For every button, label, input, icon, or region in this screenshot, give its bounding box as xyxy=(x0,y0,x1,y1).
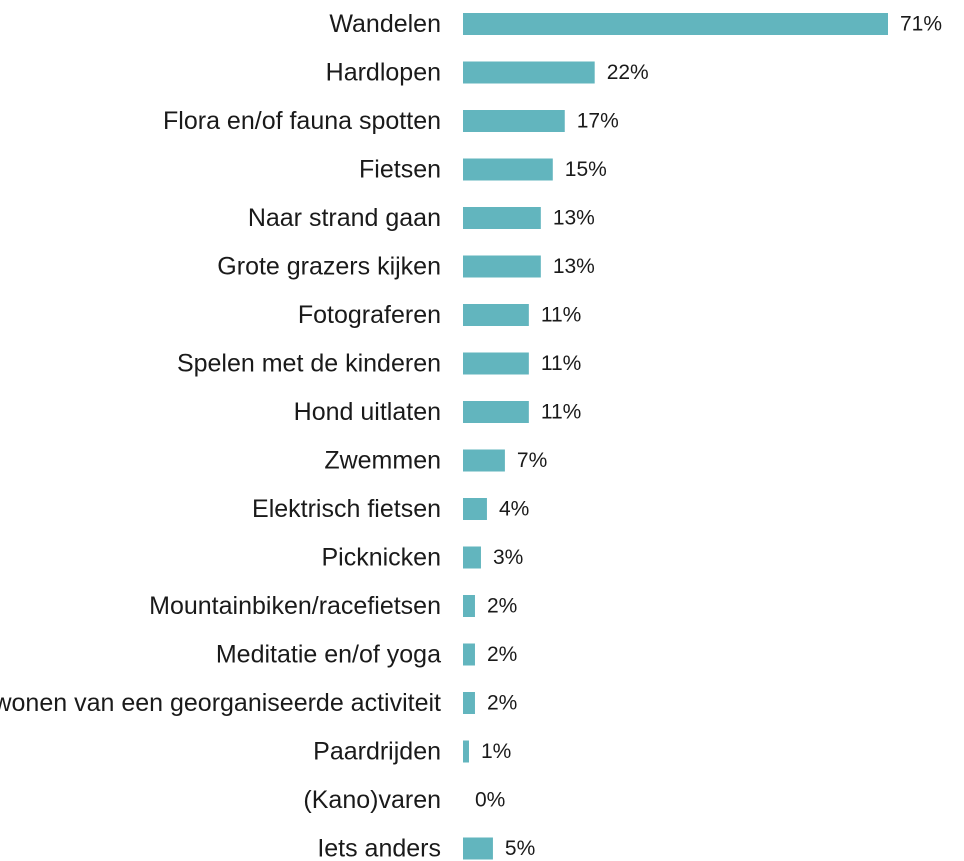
value-label-meditatie-en-of-yoga: 2% xyxy=(487,643,517,666)
category-label-naar-strand-gaan: Naar strand gaan xyxy=(248,204,441,232)
bar-iets-anders xyxy=(463,837,493,860)
value-label-elektrisch-fietsen: 4% xyxy=(499,498,529,521)
category-label-wandelen: Wandelen xyxy=(329,10,441,38)
category-label-fietsen: Fietsen xyxy=(359,156,441,184)
bar-wandelen xyxy=(463,13,888,35)
value-label-hond-uitlaten: 11% xyxy=(541,401,581,424)
bars-group xyxy=(463,13,888,860)
value-label-zwemmen: 7% xyxy=(517,449,547,472)
value-label-mountainbiken-racefietsen: 2% xyxy=(487,595,517,618)
value-labels-group: 71% 22% 17% 15% 13% 13% 11% 11% 11% 7% 4% 3% 2% 2% 2% 1… xyxy=(475,13,942,861)
bar-grote-grazers-kijken xyxy=(463,255,541,278)
category-label-mountainbiken-racefietsen: Mountainbiken/racefietsen xyxy=(149,592,441,620)
bar-spelen-met-de-kinderen xyxy=(463,352,529,375)
value-label-grote-grazers-kijken: 13% xyxy=(553,255,595,278)
bar-fietsen xyxy=(463,158,553,181)
category-label-kano-varen: (Kano)varen xyxy=(303,786,441,814)
category-label-bijwonen-van-een-georganiseerde-activiteit: Bijwonen van een georganiseerde activite… xyxy=(0,689,441,717)
bar-hond-uitlaten xyxy=(463,401,529,423)
bar-hardlopen xyxy=(463,61,595,84)
value-label-hardlopen: 22% xyxy=(607,61,649,84)
value-label-kano-varen: 0% xyxy=(475,789,505,812)
category-labels-group: Wandelen Hardlopen Flora en/of fauna spott… xyxy=(0,10,441,861)
category-label-spelen-met-de-kinderen: Spelen met de kinderen xyxy=(177,350,441,378)
category-label-picknicken: Picknicken xyxy=(322,544,442,572)
bar-elektrisch-fietsen xyxy=(463,498,487,520)
bar-flora-en-of-fauna-spotten xyxy=(463,110,565,132)
category-label-flora-en-of-fauna-spotten: Flora en/of fauna spotten xyxy=(163,107,441,135)
category-label-zwemmen: Zwemmen xyxy=(324,447,441,475)
category-label-fotograferen: Fotograferen xyxy=(298,301,441,329)
category-label-meditatie-en-of-yoga: Meditatie en/of yoga xyxy=(216,641,441,669)
category-label-elektrisch-fietsen: Elektrisch fietsen xyxy=(252,495,441,523)
value-label-picknicken: 3% xyxy=(493,546,523,569)
value-label-paardrijden: 1% xyxy=(481,740,511,763)
bar-picknicken xyxy=(463,546,481,569)
category-label-paardrijden: Paardrijden xyxy=(313,738,441,766)
value-label-naar-strand-gaan: 13% xyxy=(553,207,595,230)
value-label-flora-en-of-fauna-spotten: 17% xyxy=(577,110,619,133)
bar-paardrijden xyxy=(463,740,469,763)
value-label-bijwonen-van-een-georganiseerde-activiteit: 2% xyxy=(487,692,517,715)
value-label-fietsen: 15% xyxy=(565,158,607,181)
bar-zwemmen xyxy=(463,449,505,472)
value-label-iets-anders: 5% xyxy=(505,837,535,860)
category-label-grote-grazers-kijken: Grote grazers kijken xyxy=(217,253,441,281)
category-label-hardlopen: Hardlopen xyxy=(326,59,441,87)
value-label-fotograferen: 11% xyxy=(541,304,581,327)
bar-fotograferen xyxy=(463,304,529,326)
category-label-iets-anders: Iets anders xyxy=(317,835,441,861)
bar-meditatie-en-of-yoga xyxy=(463,643,475,666)
bar-mountainbiken-racefietsen xyxy=(463,595,475,617)
bar-naar-strand-gaan xyxy=(463,207,541,229)
category-label-hond-uitlaten: Hond uitlaten xyxy=(294,398,441,426)
value-label-spelen-met-de-kinderen: 11% xyxy=(541,352,581,375)
bar-bijwonen-van-een-georganiseerde-activiteit xyxy=(463,692,475,714)
value-label-wandelen: 71% xyxy=(900,13,942,36)
